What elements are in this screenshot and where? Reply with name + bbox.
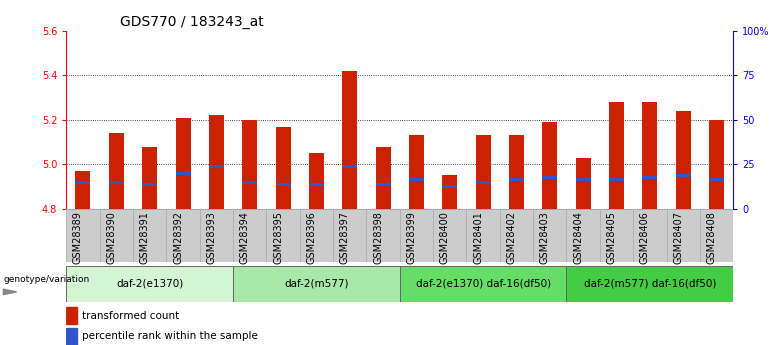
Bar	[643, 102, 658, 209]
Bar	[209, 165, 224, 168]
Bar	[176, 171, 190, 175]
Bar	[142, 147, 157, 209]
Bar	[309, 183, 324, 186]
Bar	[376, 147, 391, 209]
Bar	[142, 183, 157, 186]
Bar	[300, 209, 333, 262]
Bar	[600, 209, 633, 262]
Text: GSM28399: GSM28399	[406, 211, 417, 264]
Bar	[399, 209, 433, 262]
Text: genotype/variation: genotype/variation	[3, 275, 90, 284]
Text: GSM28404: GSM28404	[573, 211, 583, 264]
Bar	[442, 185, 457, 188]
Text: GSM28408: GSM28408	[707, 211, 717, 264]
Bar	[675, 111, 690, 209]
Bar	[333, 209, 367, 262]
Bar	[576, 178, 590, 181]
Bar	[243, 180, 257, 184]
Text: GSM28391: GSM28391	[140, 211, 150, 264]
Bar	[542, 176, 557, 179]
Bar	[509, 136, 524, 209]
Bar	[709, 178, 724, 181]
Bar	[476, 180, 491, 184]
Bar	[209, 116, 224, 209]
Text: GSM28395: GSM28395	[273, 211, 283, 264]
Bar	[566, 266, 733, 302]
Bar	[367, 209, 399, 262]
Text: daf-2(e1370): daf-2(e1370)	[116, 279, 183, 289]
Bar	[243, 120, 257, 209]
Text: GSM28394: GSM28394	[239, 211, 250, 264]
Bar	[675, 174, 690, 177]
Bar	[542, 122, 557, 209]
Bar	[66, 266, 233, 302]
Bar	[76, 180, 90, 184]
Bar	[342, 71, 357, 209]
Bar	[576, 158, 590, 209]
Text: percentile rank within the sample: percentile rank within the sample	[82, 332, 257, 341]
Bar	[376, 183, 391, 186]
Bar	[200, 209, 233, 262]
Text: GSM28403: GSM28403	[540, 211, 550, 264]
Text: GSM28393: GSM28393	[207, 211, 216, 264]
Text: daf-2(e1370) daf-16(df50): daf-2(e1370) daf-16(df50)	[416, 279, 551, 289]
Text: GSM28406: GSM28406	[640, 211, 650, 264]
Bar	[476, 136, 491, 209]
Bar	[109, 133, 124, 209]
Bar	[275, 183, 290, 186]
Bar	[666, 209, 700, 262]
Bar	[66, 307, 76, 324]
Text: GSM28407: GSM28407	[673, 211, 683, 264]
Text: GDS770 / 183243_at: GDS770 / 183243_at	[119, 14, 264, 29]
Bar	[176, 118, 190, 209]
Text: GSM28397: GSM28397	[340, 211, 349, 264]
Text: GSM28389: GSM28389	[73, 211, 83, 264]
Bar	[433, 209, 466, 262]
Text: GSM28402: GSM28402	[506, 211, 516, 264]
Bar	[166, 209, 200, 262]
Text: GSM28405: GSM28405	[607, 211, 616, 264]
Text: transformed count: transformed count	[82, 311, 179, 321]
Bar	[66, 328, 76, 345]
Bar	[643, 176, 658, 179]
Bar	[266, 209, 300, 262]
Bar	[700, 209, 733, 262]
Text: GSM28400: GSM28400	[440, 211, 450, 264]
Bar	[566, 209, 600, 262]
Bar	[342, 165, 357, 168]
Text: GSM28396: GSM28396	[307, 211, 317, 264]
Text: daf-2(m577) daf-16(df50): daf-2(m577) daf-16(df50)	[583, 279, 716, 289]
Bar	[100, 209, 133, 262]
Bar	[509, 178, 524, 181]
Bar	[709, 120, 724, 209]
Bar	[409, 178, 424, 181]
Text: daf-2(m577): daf-2(m577)	[284, 279, 349, 289]
Bar	[533, 209, 566, 262]
Bar	[409, 136, 424, 209]
Bar	[609, 102, 624, 209]
Bar	[633, 209, 666, 262]
Bar	[109, 180, 124, 184]
Bar	[399, 266, 566, 302]
Bar	[309, 153, 324, 209]
Bar	[442, 175, 457, 209]
Bar	[233, 266, 399, 302]
Bar	[76, 171, 90, 209]
Bar	[609, 178, 624, 181]
Bar	[275, 127, 290, 209]
Text: GSM28401: GSM28401	[473, 211, 483, 264]
Text: GSM28390: GSM28390	[106, 211, 116, 264]
Bar	[500, 209, 533, 262]
Bar	[466, 209, 500, 262]
Bar	[233, 209, 266, 262]
Bar	[66, 209, 100, 262]
Polygon shape	[3, 289, 16, 295]
Text: GSM28392: GSM28392	[173, 211, 183, 264]
Bar	[133, 209, 166, 262]
Text: GSM28398: GSM28398	[373, 211, 383, 264]
